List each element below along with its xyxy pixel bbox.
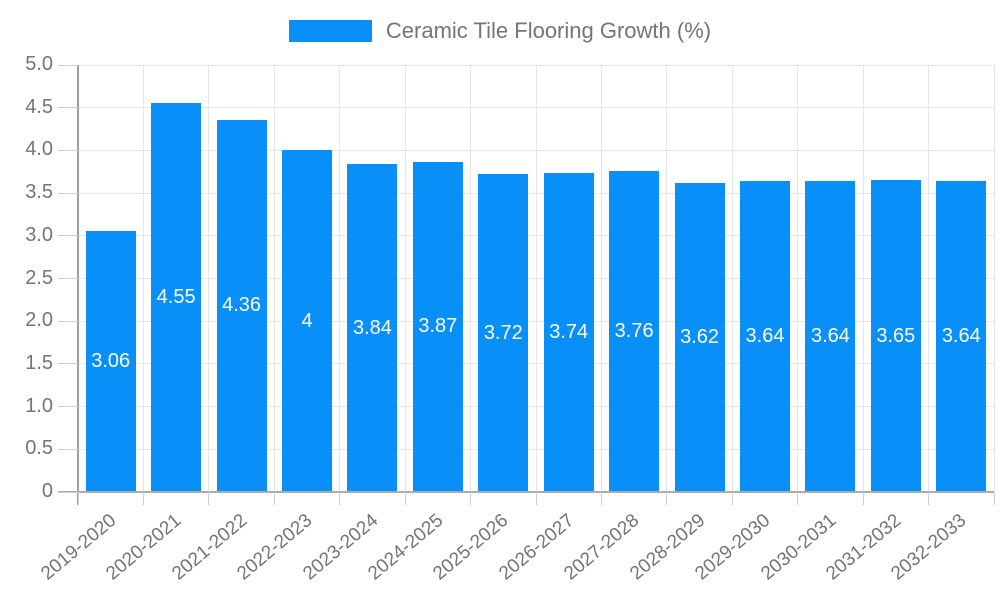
y-axis-label: 4.5 <box>25 95 53 118</box>
v-gridline <box>535 65 537 492</box>
bar-value-label: 3.76 <box>614 319 654 342</box>
y-axis-tick <box>58 363 78 365</box>
y-axis-label: 1.5 <box>25 351 53 374</box>
v-gridline <box>666 65 668 492</box>
bar: 3.84 <box>347 164 398 492</box>
bar-value-label: 3.62 <box>680 325 720 348</box>
y-axis-label: 2.5 <box>25 266 53 289</box>
plot-area: 3.06 4.55 4.36 4 3.84 3.87 3.72 3.74 3.76 3.62 3.6… <box>78 64 995 492</box>
legend-swatch <box>288 20 372 42</box>
bar: 3.76 <box>609 170 660 492</box>
legend-label: Ceramic Tile Flooring Growth (%) <box>385 18 712 43</box>
y-axis-label: 4.0 <box>25 138 53 161</box>
v-gridline <box>600 65 602 492</box>
bar: 4.55 <box>151 103 202 492</box>
bar-value-label: 4.36 <box>222 294 262 317</box>
bar-value-label: 4 <box>301 309 313 332</box>
legend[interactable]: Ceramic Tile Flooring Growth (%) <box>0 18 1000 44</box>
bar-value-label: 3.64 <box>941 325 981 348</box>
v-gridline <box>993 65 995 492</box>
y-axis-tick <box>58 320 78 322</box>
y-axis-tick <box>58 491 78 493</box>
bar-value-label: 3.06 <box>91 349 131 372</box>
x-axis-tick <box>731 492 733 505</box>
y-axis-tick <box>58 448 78 450</box>
y-axis-tick <box>58 149 78 151</box>
bar-value-label: 3.64 <box>810 325 850 348</box>
y-axis-tick <box>58 235 78 237</box>
bar: 3.64 <box>805 181 856 492</box>
y-axis-label: 0.5 <box>25 437 53 460</box>
v-gridline <box>208 65 210 492</box>
bar: 3.64 <box>740 181 790 492</box>
x-axis-tick <box>470 492 472 505</box>
bar: 3.87 <box>412 161 463 492</box>
y-axis-label: 3.5 <box>25 181 53 204</box>
v-gridline <box>928 65 930 492</box>
v-gridline <box>797 65 799 492</box>
bar-value-label: 3.65 <box>876 324 916 347</box>
y-axis-tick <box>58 107 78 109</box>
y-axis-tick <box>58 192 78 194</box>
x-axis-tick <box>666 492 668 505</box>
v-gridline <box>142 65 144 492</box>
v-gridline <box>731 65 733 492</box>
y-axis-line <box>77 65 79 505</box>
bar: 4 <box>282 150 332 492</box>
y-axis-label: 2.0 <box>25 309 53 332</box>
x-axis-tick <box>993 492 995 505</box>
x-axis-tick <box>600 492 602 505</box>
x-axis-tick <box>208 492 210 505</box>
x-axis-tick <box>339 492 341 505</box>
y-axis-tick <box>58 406 78 408</box>
y-axis-tick <box>58 278 78 279</box>
v-gridline <box>862 65 864 492</box>
v-gridline <box>273 65 275 492</box>
bar-value-label: 3.87 <box>418 315 458 338</box>
y-axis-label: 5.0 <box>25 53 53 76</box>
x-axis-tick <box>404 492 406 505</box>
y-axis-label: 3.0 <box>25 223 53 246</box>
bar: 3.65 <box>870 180 921 492</box>
y-axis-label: 0 <box>41 480 53 503</box>
x-axis-tick <box>862 492 864 505</box>
bar-value-label: 4.55 <box>156 286 196 309</box>
x-axis-tick <box>928 492 930 505</box>
x-axis-tick <box>77 492 79 505</box>
x-axis-line <box>58 491 994 493</box>
x-axis-tick <box>797 492 799 505</box>
bar-value-label: 3.64 <box>745 325 785 348</box>
bar: 3.06 <box>85 230 136 492</box>
y-axis-tick <box>58 64 78 66</box>
x-axis-tick <box>273 492 275 505</box>
x-axis-tick <box>142 492 144 505</box>
v-gridline <box>470 65 472 492</box>
bar: 3.72 <box>478 174 529 492</box>
bar: 3.64 <box>936 181 987 492</box>
y-axis-label: 1.0 <box>25 394 53 417</box>
v-gridline <box>339 65 341 492</box>
bar-value-label: 3.74 <box>549 320 589 343</box>
bar-value-label: 3.72 <box>483 321 523 344</box>
x-axis-tick <box>535 492 537 505</box>
bar: 3.74 <box>543 172 594 492</box>
bar: 3.62 <box>674 182 725 492</box>
bar: 4.36 <box>216 119 267 492</box>
bar-value-label: 3.84 <box>352 316 392 339</box>
v-gridline <box>404 65 406 492</box>
